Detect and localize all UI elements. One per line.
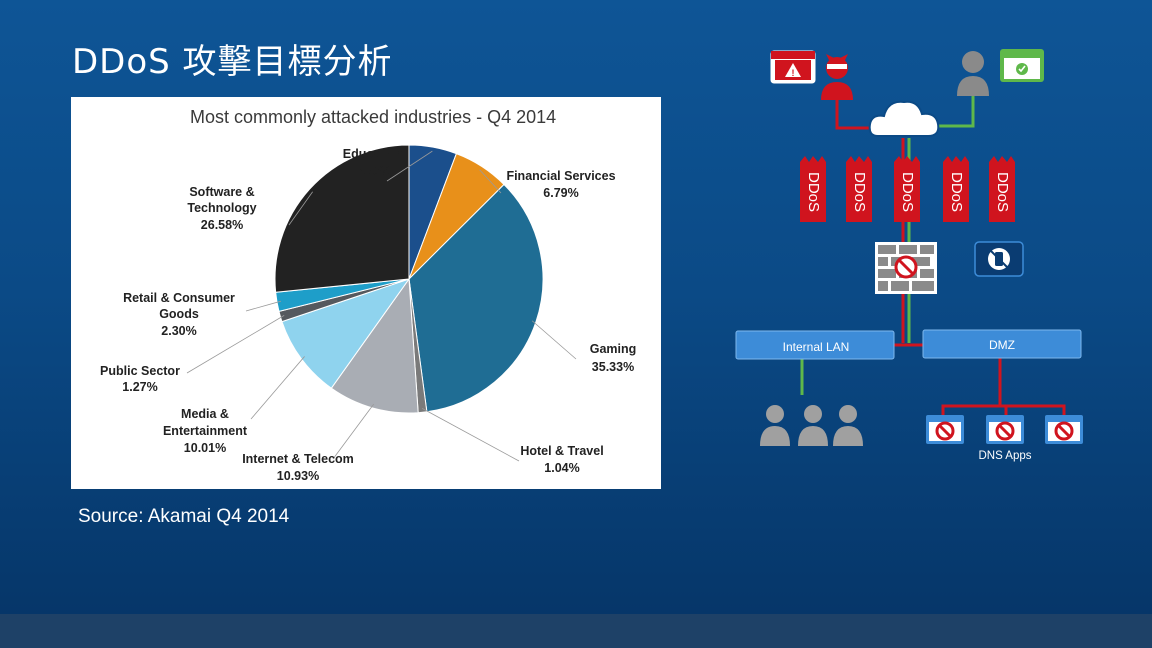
attacker-icon bbox=[821, 54, 853, 100]
bomb-icon: DDoS bbox=[846, 156, 872, 222]
bomb-icon: DDoS bbox=[989, 156, 1015, 222]
callout-hotel-travel: Hotel & Travel 1.04% bbox=[520, 444, 603, 475]
pie-chart: Most commonly attacked industries - Q4 2… bbox=[100, 107, 637, 483]
bomb-icon: DDoS bbox=[943, 156, 969, 222]
callout-value: 2.30% bbox=[161, 324, 196, 338]
callout-gaming: Gaming 35.33% bbox=[590, 342, 637, 374]
internal-lan-box: Internal LAN bbox=[735, 330, 895, 360]
callout-name: Goods bbox=[159, 307, 199, 321]
pie-slice-internet-telecom bbox=[330, 277, 419, 414]
ddos-label: DDoS bbox=[851, 172, 868, 212]
callout-financial-services: Financial Services 6.79% bbox=[506, 169, 615, 200]
callout-name: Retail & Consumer bbox=[123, 291, 235, 305]
internal-lan-label: Internal LAN bbox=[783, 340, 850, 354]
callout-name: Public Sector bbox=[100, 364, 180, 378]
users-group-icon bbox=[760, 405, 863, 446]
pie-slice-media-entertainment bbox=[281, 278, 411, 389]
slide-title: DDoS 攻擊目標分析 bbox=[72, 42, 393, 82]
dmz-label: DMZ bbox=[989, 338, 1015, 352]
callout-public-sector: Public Sector 1.27% bbox=[100, 364, 180, 394]
callout-name: Entertainment bbox=[163, 424, 248, 438]
callout-education: Education 5.75% bbox=[343, 147, 403, 178]
legit-line-user bbox=[936, 96, 975, 128]
callout-value: 5.75% bbox=[355, 164, 390, 178]
ddos-bombs: DDoS DDoS DDoS DDoS DDoS bbox=[800, 156, 1015, 222]
bomb-icon: DDoS bbox=[894, 156, 920, 222]
chart-title: Most commonly attacked industries - Q4 2… bbox=[190, 107, 556, 127]
callout-name: Gaming bbox=[590, 342, 637, 356]
callout-name: Education bbox=[343, 147, 403, 161]
dmz-box: DMZ bbox=[922, 329, 1082, 359]
pie-slice-gaming bbox=[408, 183, 544, 413]
callout-name: Internet & Telecom bbox=[242, 452, 354, 466]
leader-line bbox=[288, 191, 313, 226]
ddos-label: DDoS bbox=[805, 172, 822, 212]
pie-slices bbox=[274, 144, 544, 414]
ddos-label: DDoS bbox=[899, 172, 916, 212]
leader-line bbox=[250, 356, 305, 420]
server-window-icon bbox=[1045, 415, 1083, 444]
callout-value: 6.79% bbox=[543, 186, 578, 200]
callout-name: Hotel & Travel bbox=[520, 444, 603, 458]
no-phone-icon bbox=[974, 241, 1024, 277]
callout-name: Financial Services bbox=[506, 169, 615, 183]
bomb-icon: DDoS bbox=[800, 156, 826, 222]
pie-slice-software-technology bbox=[274, 144, 410, 293]
server-window-icon bbox=[986, 415, 1024, 444]
dns-apps-label: DNS Apps bbox=[978, 450, 1031, 462]
cloud-icon bbox=[868, 100, 940, 137]
leader-line bbox=[421, 407, 520, 462]
leader-line bbox=[479, 169, 502, 194]
callout-value: 1.04% bbox=[544, 461, 579, 475]
callout-name: Media & bbox=[181, 407, 229, 421]
attack-line-attacker bbox=[835, 100, 874, 130]
footer-bar bbox=[0, 614, 1152, 648]
svg-text:!: ! bbox=[792, 68, 795, 78]
alert-window-icon: ! bbox=[770, 50, 816, 84]
callout-value: 10.93% bbox=[277, 469, 319, 483]
callout-retail-consumer-goods: Retail & Consumer Goods 2.30% bbox=[123, 291, 235, 338]
callout-software-technology: Software & Technology 26.58% bbox=[187, 185, 256, 232]
firewall-icon bbox=[875, 242, 937, 294]
callout-name: Technology bbox=[187, 201, 256, 215]
ddos-network-diagram: ! DDoS bbox=[730, 40, 1150, 480]
leader-line bbox=[531, 320, 577, 360]
user-icon bbox=[957, 51, 989, 96]
leader-line bbox=[186, 315, 285, 374]
callout-value: 1.27% bbox=[122, 380, 157, 394]
line-dmz-servers-right bbox=[1000, 404, 1066, 416]
source-caption: Source: Akamai Q4 2014 bbox=[78, 506, 290, 527]
leader-line bbox=[386, 150, 433, 182]
callout-name: Software & bbox=[189, 185, 254, 199]
leader-line bbox=[332, 403, 375, 460]
leader-lines bbox=[186, 150, 577, 462]
line-dmz-servers bbox=[941, 358, 1002, 416]
callout-media-entertainment: Media & Entertainment 10.01% bbox=[163, 407, 248, 455]
callout-value: 26.58% bbox=[201, 218, 243, 232]
callout-value: 35.33% bbox=[592, 360, 634, 374]
ok-window-icon bbox=[1000, 49, 1044, 82]
leader-line bbox=[245, 300, 282, 312]
callout-internet-telecom: Internet & Telecom 10.93% bbox=[242, 452, 354, 483]
callout-value: 10.01% bbox=[184, 441, 226, 455]
ddos-label: DDoS bbox=[994, 172, 1011, 212]
block-icon bbox=[894, 255, 918, 279]
ddos-label: DDoS bbox=[948, 172, 965, 212]
pie-chart-panel: Most commonly attacked industries - Q4 2… bbox=[71, 97, 661, 489]
server-window-icon bbox=[926, 415, 964, 444]
